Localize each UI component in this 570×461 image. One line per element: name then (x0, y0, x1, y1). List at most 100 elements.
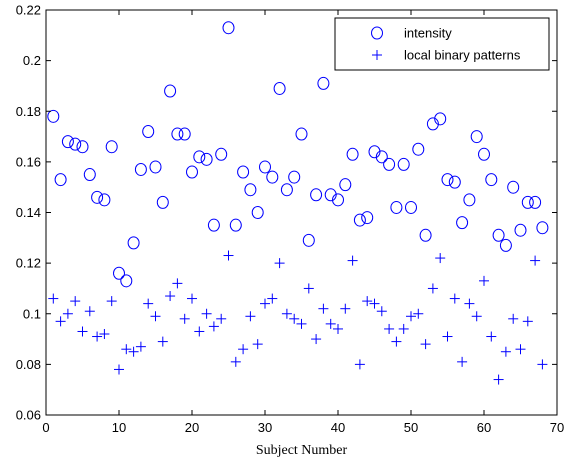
intensity-point (390, 200, 403, 214)
lbp-point (333, 323, 343, 334)
intensity-point (419, 228, 432, 242)
series-circle (47, 21, 549, 288)
x-tick-label: 0 (42, 420, 49, 435)
legend-box (334, 17, 550, 71)
intensity-point (251, 206, 264, 219)
lbp-point (245, 311, 256, 322)
lbp-point (143, 298, 154, 309)
x-axis-title: Subject Number (256, 443, 348, 458)
intensity-point (98, 193, 111, 207)
plot-background (46, 10, 557, 415)
intensity-point (113, 266, 125, 280)
intensity-point (441, 173, 454, 187)
lbp-point (318, 303, 329, 314)
lbp-point (274, 258, 285, 269)
intensity-point (536, 221, 549, 235)
lbp-point (55, 316, 66, 327)
lbp-point (223, 250, 234, 261)
intensity-point (368, 145, 381, 159)
lbp-point (99, 329, 110, 339)
lbp-point (464, 298, 475, 309)
lbp-point (325, 318, 336, 329)
intensity-point (229, 218, 242, 232)
intensity-point (266, 170, 279, 184)
lbp-point (216, 313, 227, 324)
lbp-point (340, 303, 351, 314)
lbp-point (77, 326, 88, 337)
intensity-point (361, 211, 374, 225)
y-tick-label: 0.2 (23, 53, 41, 68)
lbp-point (201, 308, 212, 319)
legend: intensity local binary patterns (334, 17, 550, 71)
intensity-point (273, 81, 286, 95)
y-tick-label: 0.08 (16, 357, 41, 372)
intensity-point (295, 127, 308, 141)
lbp-point (121, 344, 132, 355)
intensity-point (200, 152, 213, 166)
lbp-point (486, 331, 497, 342)
intensity-point (120, 274, 133, 288)
legend-label: local binary patterns (404, 48, 521, 63)
lbp-point (48, 293, 59, 304)
lbp-point (435, 253, 446, 264)
intensity-point (142, 125, 155, 138)
lbp-point (347, 255, 358, 266)
intensity-point (105, 140, 118, 154)
lbp-point (172, 278, 183, 289)
intensity-point (426, 117, 439, 131)
lbp-point (267, 293, 278, 304)
intensity-point (339, 178, 352, 192)
intensity-point (499, 238, 512, 252)
intensity-point (456, 216, 469, 230)
y-tick-label: 0.14 (16, 205, 41, 220)
intensity-point (521, 195, 534, 209)
intensity-point (412, 142, 425, 156)
intensity-point (478, 147, 490, 161)
lbp-point (208, 321, 219, 332)
intensity-point (405, 200, 417, 214)
lbp-point (114, 364, 124, 375)
intensity-point (470, 130, 483, 144)
intensity-point (61, 135, 74, 149)
lbp-point (376, 306, 387, 317)
intensity-point (69, 137, 82, 151)
lbp-point (281, 308, 292, 319)
x-tick-label: 30 (258, 420, 272, 435)
lbp-point (354, 359, 365, 370)
intensity-point (288, 170, 301, 184)
x-tick-label: 70 (550, 420, 564, 435)
legend-marker (371, 26, 383, 40)
intensity-point (485, 173, 498, 187)
lbp-point (391, 336, 402, 347)
y-tick-label: 0.18 (16, 104, 41, 119)
lbp-point (179, 313, 190, 324)
lbp-point (128, 346, 139, 357)
intensity-point (91, 190, 104, 204)
lbp-point (537, 359, 548, 370)
plot-frame (45, 9, 558, 416)
intensity-point (54, 173, 67, 187)
lbp-point (194, 326, 205, 337)
lbp-point (530, 255, 541, 266)
lbp-point (449, 293, 460, 304)
lbp-point (479, 275, 489, 286)
lbp-point (135, 341, 146, 352)
lbp-point (406, 311, 416, 322)
intensity-point (448, 175, 461, 189)
lbp-point (413, 308, 424, 319)
lbp-point (187, 293, 197, 304)
intensity-point (324, 188, 337, 202)
lbp-point (252, 339, 263, 350)
x-tick-label: 10 (112, 420, 126, 435)
lbp-point (157, 336, 168, 347)
legend-label: intensity (404, 26, 452, 41)
lbp-point (303, 283, 314, 294)
intensity-point (310, 188, 323, 202)
lbp-point (62, 308, 73, 319)
legend-entry: intensity (371, 26, 452, 41)
lbp-point (493, 374, 504, 385)
intensity-point (156, 195, 169, 209)
lbp-point (165, 291, 176, 302)
lbp-point (369, 298, 380, 309)
